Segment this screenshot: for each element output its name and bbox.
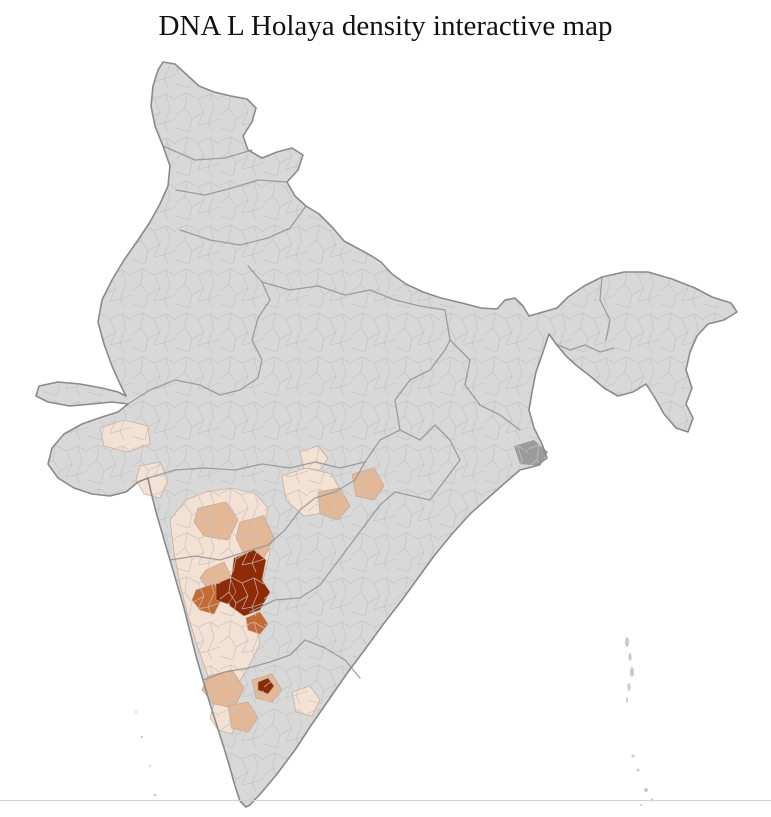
state-border-line <box>162 145 253 161</box>
island[interactable] <box>140 735 144 739</box>
state-border-line <box>249 491 431 613</box>
island[interactable] <box>628 653 632 661</box>
state-border-line <box>202 639 361 681</box>
island[interactable] <box>625 637 629 647</box>
bottom-divider <box>0 800 771 801</box>
island[interactable] <box>153 793 157 797</box>
state-border-line <box>394 339 451 431</box>
state-border-line <box>127 265 271 405</box>
state-border-line <box>175 179 288 196</box>
state-border-line <box>147 461 366 479</box>
island[interactable] <box>630 667 634 677</box>
state-border-line <box>169 461 366 561</box>
island[interactable] <box>640 804 642 806</box>
page-title: DNA L Holaya density interactive map <box>158 10 613 42</box>
state-border-line <box>261 281 446 311</box>
state-border-line <box>599 276 611 341</box>
island[interactable] <box>626 697 628 703</box>
island[interactable] <box>149 765 151 767</box>
state-borders <box>127 145 615 681</box>
island[interactable] <box>135 711 137 713</box>
state-border-line <box>555 343 615 353</box>
island[interactable] <box>627 683 631 691</box>
island[interactable] <box>644 788 648 792</box>
country-border <box>35 61 738 808</box>
island[interactable] <box>631 754 635 758</box>
state-border-line <box>179 205 307 246</box>
islands <box>135 637 654 806</box>
state-border-line <box>364 424 461 501</box>
island[interactable] <box>636 768 640 772</box>
